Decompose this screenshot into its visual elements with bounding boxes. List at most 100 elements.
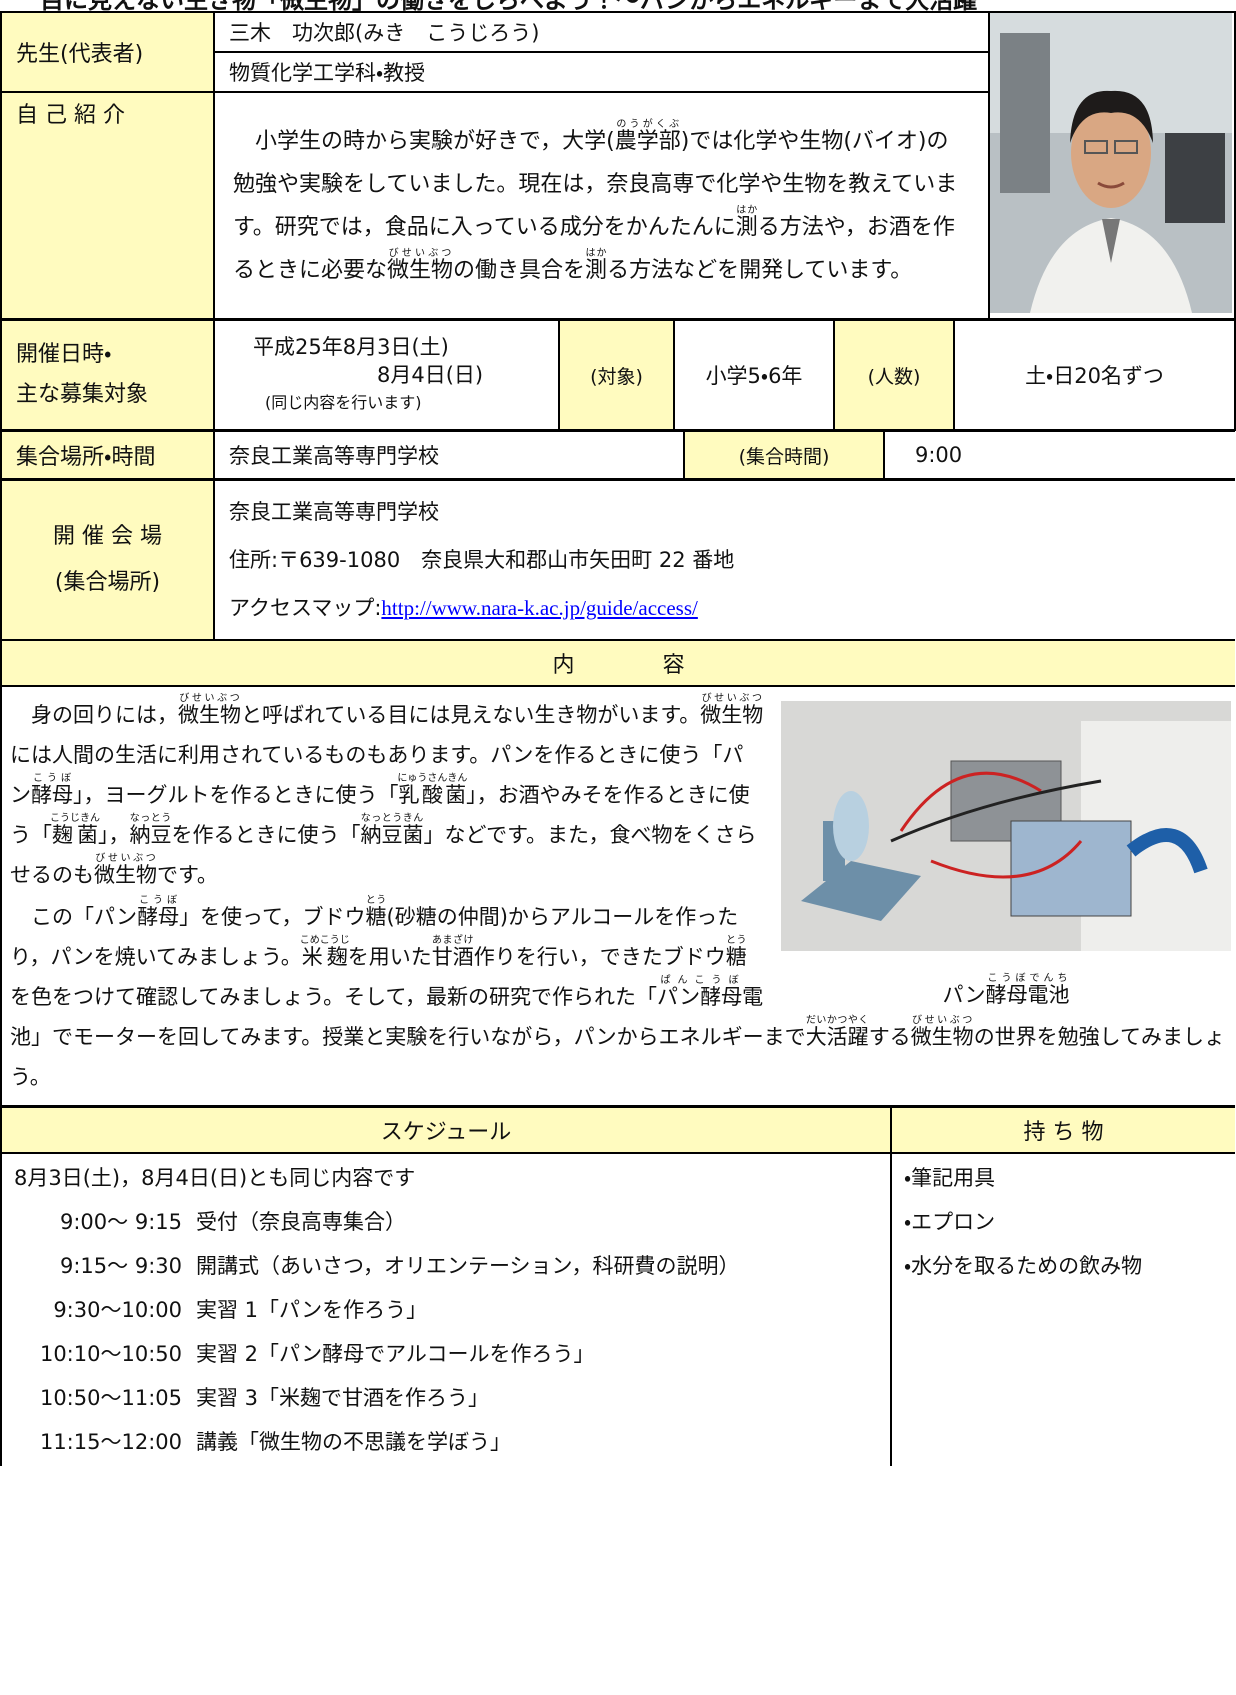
venue-access: アクセスマップ:http://www.nara-k.ac.jp/guide/ac… [229,584,1221,632]
paragraph: 身の回りには，微生物びせいぶつと呼ばれている目には見えない生き物がいます。微生物… [10,693,1231,895]
ruby-base: 甘酒 [431,945,474,969]
ruby-reading: びせいぶつ [700,693,764,704]
target: 小学5・6年 [673,319,835,431]
text: を作るときに使う「 [171,823,361,847]
dates-table: 開催日時・ 主な募集対象 平成25年8月3日(土) 8月4日(日) (同じ内容を行いま… [0,319,1236,431]
ruby-base: 微生物 [94,863,157,887]
text: 電池」でモーターを回してみます。授業と実験を行いながら，パンからエネルギーまで [10,985,806,1049]
text: 」などです。また，食べ物をくさらせるのも [10,823,757,887]
ruby-reading: こうぼ [137,895,180,906]
ruby-base: 酵母 [137,905,180,929]
intro-label: 自 己 紹 介 [0,91,215,320]
text: 」，お酒やみそを作るときに使う「 [10,783,750,847]
ruby-base: 大活躍 [805,1025,869,1049]
text: パン [942,983,986,1007]
content-body: パン酵母電池こうぼでんち 身の回りには，微生物びせいぶつと呼ばれている目には見え… [0,685,1235,1107]
access-link[interactable]: http://www.nara-k.ac.jp/guide/access/ [381,596,698,620]
text: を用いた [347,945,432,969]
ruby-base: 微生物 [387,257,454,283]
meeting-table: 集合場所・時間 奈良工業高等専門学校 (集合時間) 9:00 [0,430,1235,480]
ruby-word: 大活躍だいかつやく [805,1015,869,1049]
date-line: 8月4日(日) [377,363,484,387]
schedule-text: 開講式（あいさつ，オリエンテーション，科研費の説明） [196,1254,740,1278]
ruby-reading: にゅうさんきん [397,773,468,784]
ruby-base: パン酵母 [657,985,743,1009]
schedule-item: 9:00〜 9:15 受付（奈良高専集合） [14,1200,878,1244]
ruby-word: 甘酒あまざけ [431,935,474,969]
label-line: (集合場所) [54,570,161,595]
text: (砂糖の仲間)からアルコールを作ったり，パンを焼いてみましょう。 [10,905,739,969]
ruby-word: 酵母こうぼ [137,895,180,929]
ruby-base: 麹菌 [50,823,100,847]
content-heading: 内 容 [0,639,1235,687]
schedule-time: 9:30〜10:00 [53,1298,182,1322]
schedule-item: 9:30〜10:00 実習 1「パンを作ろう」 [14,1288,878,1332]
schedule-time: 11:15〜12:00 [39,1430,182,1454]
portrait [988,11,1236,320]
ruby-base: 乳酸菌 [397,783,468,807]
access-label: アクセスマップ: [229,596,382,620]
label-line: 開 催 会 場 [53,524,162,549]
ruby-base: 納豆 [129,823,172,847]
text: には人間の生活に利用されているものもあります。パンを作るときに使う「パン [10,743,744,807]
belonging-item: ・筆記用具 [904,1166,996,1190]
text: です。 [157,863,218,887]
text: の世界を勉強してみましょう。 [10,1025,1226,1089]
text: の働き具合を [453,257,586,283]
teacher-label: 先生(代表者) [0,11,215,93]
ruby-reading: こめこうじ [299,935,350,946]
schedule-heading: スケジュール [0,1106,892,1154]
belonging-item: ・水分を取るための飲み物 [904,1254,1143,1278]
ruby-base: 微生物 [178,703,241,727]
dates-label: 開催日時・ 主な募集対象 [0,319,215,431]
schedule-text: 実習 3「米麹で甘酒を作ろう」 [196,1386,490,1410]
header-title: 目に見えない生き物「微生物」の働きをしらべよう！〜パンからエネルギーまで大活躍 [0,0,1236,12]
ruby-word: 納豆菌なっとうきん [360,813,424,847]
schedule-item: 9:15〜 9:30 開講式（あいさつ，オリエンテーション，科研費の説明） [14,1244,878,1288]
ruby-reading: びせいぶつ [387,247,454,259]
ruby-word: 微生物びせいぶつ [911,1015,974,1049]
ruby-reading: のうがくぶ [614,118,681,130]
ruby-base: 糖 [725,945,747,969]
schedule-note: 8月3日(土)，8月4日(日)とも同じ内容です [14,1166,416,1190]
count-label: (人数) [833,319,955,431]
venue-name: 奈良工業高等専門学校 [229,500,439,524]
ruby-word: 酵母こうぼ [31,773,73,807]
text: 作りを行い，できたブドウ [473,945,726,969]
ruby-reading: こうぼ [31,773,73,784]
ruby-word: 米麹こめこうじ [299,935,350,969]
ruby-base: 糖 [365,905,387,929]
schedule-item: 10:10〜10:50 実習 2「パン酵母でアルコールを作ろう」 [14,1332,878,1376]
schedule-item: 11:15〜12:00 講義「微生物の不思議を学ぼう」 [14,1420,878,1464]
ruby-word: 乳酸菌にゅうさんきん [397,773,468,807]
ruby-reading: びせいぶつ [910,1015,974,1026]
ruby-reading: なっとうきん [360,813,424,824]
schedule-text: 実習 1「パンを作ろう」 [196,1298,428,1322]
ruby-base: 納豆菌 [360,823,424,847]
meeting-place: 奈良工業高等専門学校 [213,430,685,480]
ruby-word: 農学部のうがくぶ [614,119,681,154]
belonging-item: ・エプロン [904,1210,996,1234]
ruby-base: 微生物 [700,703,764,727]
meeting-label: 集合場所・時間 [0,430,215,480]
text: する [868,1025,911,1049]
text: と呼ばれている目には見えない生き物がいます。 [241,703,701,727]
ruby-reading: こうじきん [50,813,100,824]
label-line: 主な募集対象 [16,382,149,407]
venue-address: 住所:〒639-1080 奈良県大和郡山市矢田町 22 番地 [229,548,735,572]
ruby-base: 測 [735,214,758,240]
belongings-list: ・筆記用具・エプロン・水分を取るための飲み物 [890,1152,1235,1466]
ruby-word: 麹菌こうじきん [50,813,100,847]
venue-table: 開 催 会 場 (集合場所) 奈良工業高等専門学校住所:〒639-1080 奈良県… [0,479,1235,1107]
ruby-base: 農学部 [614,128,681,154]
ruby-base: 米麹 [299,945,350,969]
text: 小学生の時から実験が好きで，大学( [233,128,615,154]
portrait-photo [990,13,1232,313]
schedule-item: 10:50〜11:05 実習 3「米麹で甘酒を作ろう」 [14,1376,878,1420]
text: 」， [98,823,130,847]
date-line: 平成25年8月3日(土) [253,335,449,359]
text: を色をつけて確認してみましょう。そして，最新の研究で作られた「 [10,985,658,1009]
schedule-time: 9:00〜 9:15 [60,1210,182,1234]
ruby-reading: とう [725,935,747,946]
